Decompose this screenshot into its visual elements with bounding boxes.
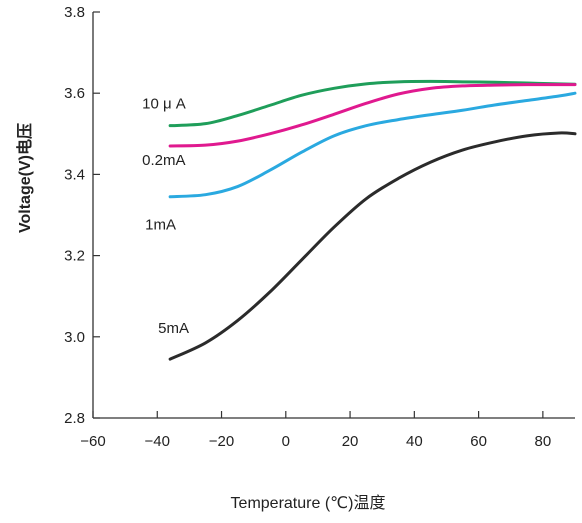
labels-layer: 10 μ A 0.2mA 1mA 5mA xyxy=(142,96,189,337)
series-label: 5mA xyxy=(158,320,189,337)
x-tick-label: 60 xyxy=(470,433,487,450)
y-tick-label: 3.0 xyxy=(64,329,85,346)
y-tick-label: 3.6 xyxy=(64,85,85,102)
y-tick-label: 3.2 xyxy=(64,248,85,265)
x-tick-label: 40 xyxy=(406,433,423,450)
series-line xyxy=(168,91,577,199)
x-tick-label: 0 xyxy=(282,433,290,450)
y-tick-label: 3.4 xyxy=(64,166,85,183)
x-tick-label: −20 xyxy=(209,433,234,450)
y-tick-label: 2.8 xyxy=(64,410,85,427)
x-tick-label: −60 xyxy=(80,433,105,450)
series-line xyxy=(168,83,577,148)
x-axis-title: Temperature (℃)温度 xyxy=(231,494,386,512)
x-tick-label: −40 xyxy=(145,433,170,450)
axes-layer: 2.8 3.0 3.2 3.4 3.6 3.8 −60 −40 −20 0 20 40 60 80 xyxy=(64,4,575,450)
series-layer xyxy=(168,79,577,361)
y-tick-label: 3.8 xyxy=(64,4,85,21)
x-tick-label: 20 xyxy=(342,433,359,450)
series-line xyxy=(168,131,577,361)
series-label: 0.2mA xyxy=(142,152,185,169)
series-line xyxy=(168,79,577,128)
x-tick-label: 80 xyxy=(535,433,552,450)
y-axis-title: Voltage(V)电压 xyxy=(15,123,34,233)
series-label: 1mA xyxy=(145,217,176,234)
series-label: 10 μ A xyxy=(142,96,186,113)
